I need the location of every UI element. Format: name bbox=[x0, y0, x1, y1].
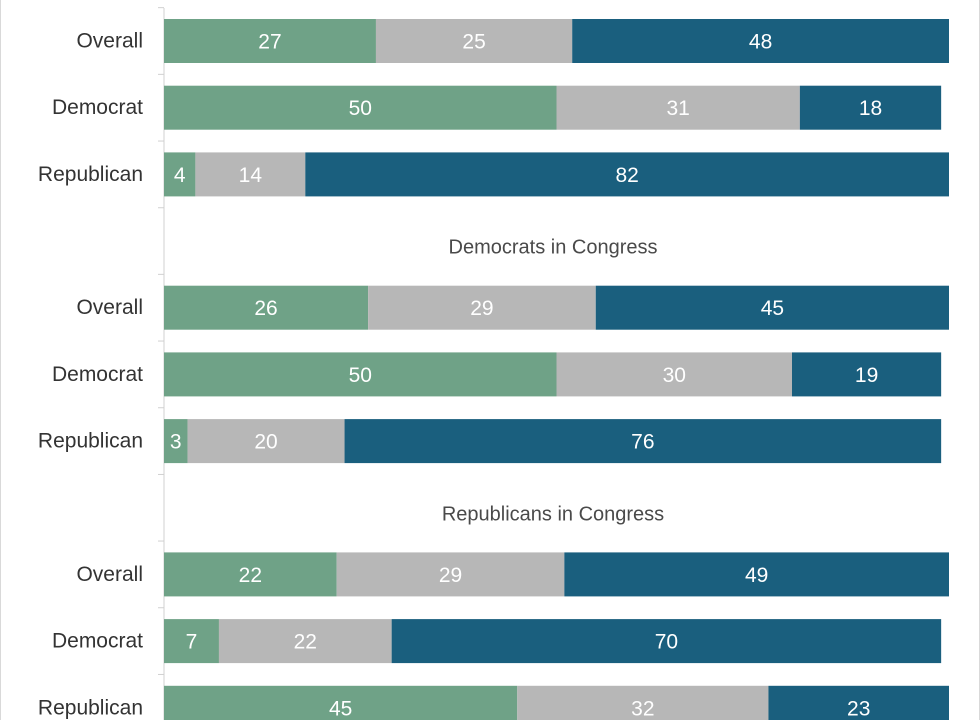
data-label: 32 bbox=[631, 697, 654, 720]
data-label: 70 bbox=[655, 631, 678, 654]
bar-segment-last bbox=[564, 552, 949, 597]
data-label: 45 bbox=[761, 297, 784, 320]
data-label: 30 bbox=[663, 364, 686, 387]
data-label: 27 bbox=[258, 31, 281, 54]
data-label: 29 bbox=[439, 564, 462, 587]
bar-segment-last bbox=[344, 419, 942, 464]
bar-segment-first bbox=[164, 419, 188, 464]
data-label: 26 bbox=[254, 297, 277, 320]
data-label: 22 bbox=[239, 564, 262, 587]
bar-segment-first bbox=[164, 85, 557, 130]
bar-segment-first bbox=[164, 352, 557, 397]
bar-segment-middle bbox=[368, 285, 596, 330]
bar-segment-middle bbox=[556, 352, 792, 397]
data-label: 31 bbox=[666, 97, 689, 120]
bars-layer bbox=[164, 19, 949, 725]
bar-segment-middle bbox=[336, 552, 565, 597]
data-label: 20 bbox=[254, 431, 277, 454]
data-label: 3 bbox=[170, 431, 182, 454]
bar-segment-first bbox=[164, 19, 376, 63]
data-label: 48 bbox=[749, 31, 772, 54]
labels-layer: Overall 27 25 48 Democrat 50 31 18 Republican 4 14… bbox=[38, 30, 882, 721]
panel-title: Republicans in Congress bbox=[442, 503, 664, 525]
category-label: Overall bbox=[76, 563, 143, 586]
bar-segment-middle bbox=[517, 685, 769, 725]
category-label: Republican bbox=[38, 696, 143, 719]
category-label: Overall bbox=[76, 30, 143, 53]
bar-segment-last bbox=[595, 285, 949, 330]
bar-segment-first bbox=[164, 619, 219, 664]
data-label: 50 bbox=[349, 97, 372, 120]
bar-segment-middle bbox=[556, 85, 800, 130]
bar-segment-middle bbox=[218, 619, 392, 664]
bar-segment-first bbox=[164, 552, 337, 597]
bar-segment-first bbox=[164, 685, 518, 725]
data-label: 45 bbox=[329, 697, 352, 720]
bar-segment-last bbox=[391, 619, 942, 664]
axis-layer bbox=[158, 7, 165, 720]
data-label: 23 bbox=[847, 697, 870, 720]
category-label: Democrat bbox=[52, 630, 143, 653]
bar-segment-last bbox=[572, 19, 949, 63]
data-label: 19 bbox=[855, 364, 878, 387]
bar-segment-last bbox=[799, 85, 942, 130]
data-label: 22 bbox=[294, 631, 317, 654]
data-label: 82 bbox=[615, 164, 638, 187]
bar-segment-last bbox=[305, 152, 949, 197]
category-label: Republican bbox=[38, 430, 143, 453]
data-label: 29 bbox=[470, 297, 493, 320]
data-label: 25 bbox=[462, 31, 485, 54]
category-label: Democrat bbox=[52, 96, 143, 119]
data-label: 50 bbox=[349, 364, 372, 387]
bar-segment-middle bbox=[375, 19, 573, 63]
data-label: 4 bbox=[174, 164, 186, 187]
panel-title: Democrats in Congress bbox=[449, 237, 658, 259]
bar-segment-last bbox=[768, 685, 949, 725]
data-label: 14 bbox=[239, 164, 263, 187]
data-label: 76 bbox=[631, 431, 654, 454]
category-label: Democrat bbox=[52, 363, 143, 386]
bar-segment-last bbox=[792, 352, 942, 397]
category-label: Overall bbox=[76, 296, 143, 319]
bar-segment-first bbox=[164, 152, 196, 197]
data-label: 18 bbox=[859, 97, 882, 120]
bar-segment-middle bbox=[195, 152, 306, 197]
category-label: Republican bbox=[38, 163, 143, 186]
bar-segment-middle bbox=[187, 419, 345, 464]
data-label: 49 bbox=[745, 564, 768, 587]
data-label: 7 bbox=[186, 631, 198, 654]
bar-segment-first bbox=[164, 285, 369, 330]
